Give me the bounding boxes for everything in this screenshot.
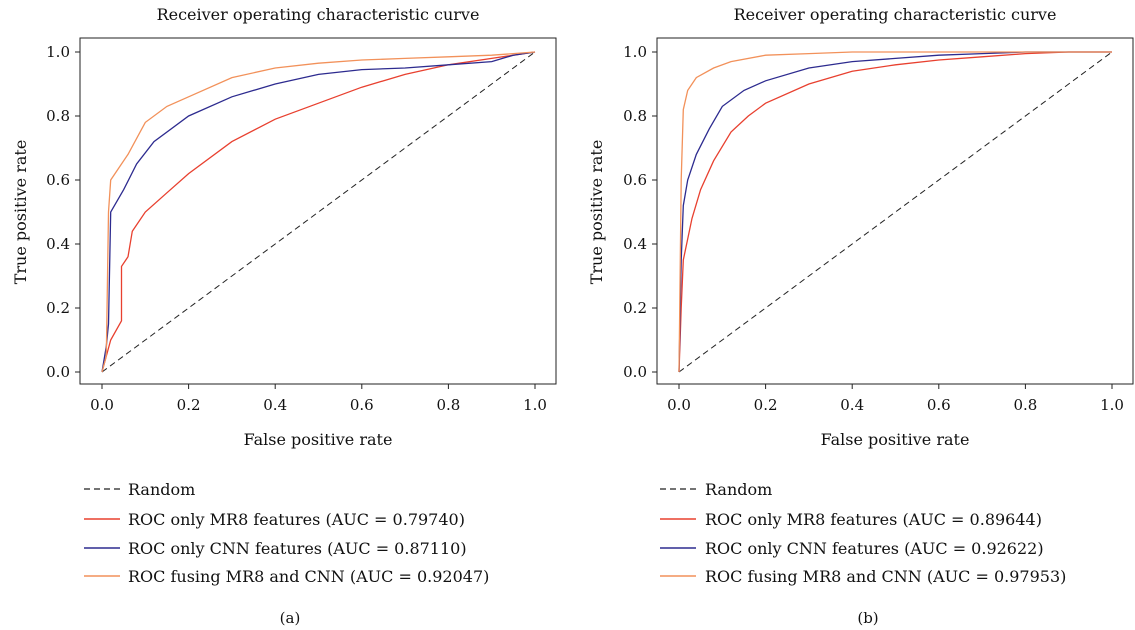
legend-label-random: Random — [705, 480, 772, 499]
x-tick-label: 0.0 — [90, 396, 114, 414]
y-tick-label: 0.6 — [46, 171, 70, 189]
y-tick-label: 1.0 — [623, 43, 647, 61]
y-axis-label-b: True positive rate — [587, 140, 606, 285]
x-tick-label: 0.6 — [350, 396, 374, 414]
panel-label-b: (b) — [857, 609, 878, 627]
panel-b: Receiver operating characteristic curve … — [587, 5, 1134, 627]
series-line-cnn — [678, 51, 1112, 373]
y-tick-label: 0.4 — [46, 235, 70, 253]
x-ticks-b: 0.0 0.2 0.4 0.6 0.8 1.0 — [667, 384, 1124, 414]
x-axis-label-a: False positive rate — [244, 430, 393, 449]
legend-label-cnn: ROC only CNN features (AUC = 0.87110) — [128, 539, 467, 558]
x-ticks-a: 0.0 0.2 0.4 0.6 0.8 1.0 — [90, 384, 547, 414]
chart-title-a: Receiver operating characteristic curve — [157, 5, 480, 24]
x-tick-label: 0.4 — [840, 396, 864, 414]
y-tick-label: 0.0 — [46, 363, 70, 381]
chart-title-b: Receiver operating characteristic curve — [734, 5, 1057, 24]
series-lines-a — [101, 51, 536, 373]
panel-label-a: (a) — [280, 609, 301, 627]
y-tick-label: 0.6 — [623, 171, 647, 189]
x-tick-label: 1.0 — [1100, 396, 1124, 414]
legend-label-random: Random — [128, 480, 195, 499]
y-tick-label: 0.4 — [623, 235, 647, 253]
x-tick-label: 0.2 — [177, 396, 201, 414]
plot-frame-b — [656, 37, 1134, 385]
legend-a: Random ROC only MR8 features (AUC = 0.79… — [84, 480, 489, 586]
y-tick-label: 0.8 — [623, 107, 647, 125]
series-line-random — [678, 51, 1113, 373]
x-axis-label-b: False positive rate — [821, 430, 970, 449]
series-line-mr8 — [678, 51, 1112, 373]
series-line-random — [101, 51, 536, 373]
x-tick-label: 0.6 — [927, 396, 951, 414]
y-tick-label: 0.2 — [46, 299, 70, 317]
y-axis-label-a: True positive rate — [11, 140, 30, 285]
series-line-fusion — [101, 51, 536, 373]
x-tick-label: 0.2 — [754, 396, 778, 414]
y-ticks-a: 0.0 0.2 0.4 0.6 0.8 1.0 — [46, 43, 80, 381]
legend-label-fusion: ROC fusing MR8 and CNN (AUC = 0.92047) — [128, 567, 489, 586]
legend-label-mr8: ROC only MR8 features (AUC = 0.89644) — [705, 510, 1042, 529]
plot-frame-a — [79, 37, 557, 385]
x-tick-label: 0.8 — [1013, 396, 1037, 414]
series-line-fusion — [678, 51, 1112, 373]
x-tick-label: 0.4 — [263, 396, 287, 414]
x-tick-label: 0.0 — [667, 396, 691, 414]
y-tick-label: 1.0 — [46, 43, 70, 61]
series-line-cnn — [101, 51, 536, 373]
y-tick-label: 0.2 — [623, 299, 647, 317]
y-tick-label: 0.8 — [46, 107, 70, 125]
y-tick-label: 0.0 — [623, 363, 647, 381]
x-tick-label: 1.0 — [523, 396, 547, 414]
legend-label-cnn: ROC only CNN features (AUC = 0.92622) — [705, 539, 1044, 558]
series-lines-b — [678, 51, 1113, 373]
legend-label-fusion: ROC fusing MR8 and CNN (AUC = 0.97953) — [705, 567, 1066, 586]
legend-b: Random ROC only MR8 features (AUC = 0.89… — [660, 480, 1066, 586]
x-tick-label: 0.8 — [436, 396, 460, 414]
legend-label-mr8: ROC only MR8 features (AUC = 0.79740) — [128, 510, 465, 529]
y-ticks-b: 0.0 0.2 0.4 0.6 0.8 1.0 — [623, 43, 657, 381]
panel-a: Receiver operating characteristic curve … — [11, 5, 557, 627]
